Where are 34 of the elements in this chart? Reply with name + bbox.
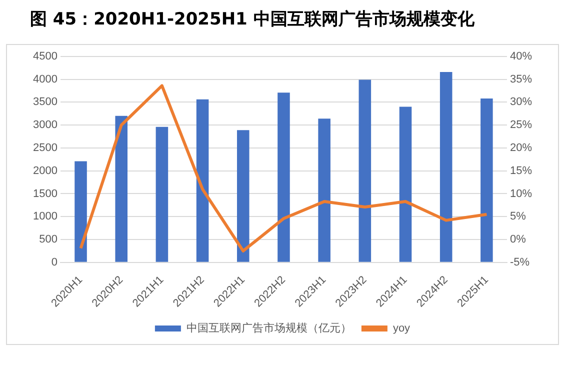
y-tick-label: 2500 bbox=[32, 142, 58, 154]
y2-tick-label: 10% bbox=[510, 188, 532, 200]
bar bbox=[115, 116, 128, 262]
y-tick-label: 3500 bbox=[32, 96, 58, 108]
y2-tick-label: 20% bbox=[510, 142, 532, 154]
bar bbox=[399, 106, 412, 262]
legend-label: 中国互联网广告市场规模（亿元） bbox=[186, 322, 352, 335]
bar bbox=[196, 99, 209, 262]
y-tick-label: 1500 bbox=[32, 188, 58, 200]
y-tick-label: 4500 bbox=[32, 50, 58, 62]
y2-tick-label: 0% bbox=[510, 234, 526, 246]
y2-tick-label: 35% bbox=[510, 73, 532, 86]
bar bbox=[318, 118, 330, 262]
bar bbox=[236, 130, 250, 262]
y-tick-label: 4000 bbox=[32, 73, 58, 86]
bar bbox=[74, 161, 87, 262]
y-tick-label: 1000 bbox=[32, 210, 58, 223]
bar bbox=[278, 92, 290, 262]
y-tick-label: 3000 bbox=[32, 119, 58, 132]
y2-tick-label: 30% bbox=[510, 96, 532, 108]
y2-tick-label: 15% bbox=[510, 164, 532, 177]
bar bbox=[480, 98, 493, 262]
y2-tick-label: 40% bbox=[510, 50, 532, 62]
y2-tick-label: -5% bbox=[510, 256, 530, 268]
legend-label: yoy bbox=[392, 322, 411, 335]
y-tick-label: 0 bbox=[51, 256, 58, 268]
bar bbox=[358, 80, 372, 262]
chart-title: 图 45：2020H1-2025H1 中国互联网广告市场规模变化 bbox=[30, 10, 476, 30]
bar bbox=[440, 72, 452, 262]
bar bbox=[156, 126, 168, 262]
y2-tick-label: 25% bbox=[510, 119, 532, 132]
y2-tick-label: 5% bbox=[510, 210, 526, 223]
y-tick-label: 500 bbox=[39, 234, 58, 246]
y-tick-label: 2000 bbox=[32, 164, 58, 177]
